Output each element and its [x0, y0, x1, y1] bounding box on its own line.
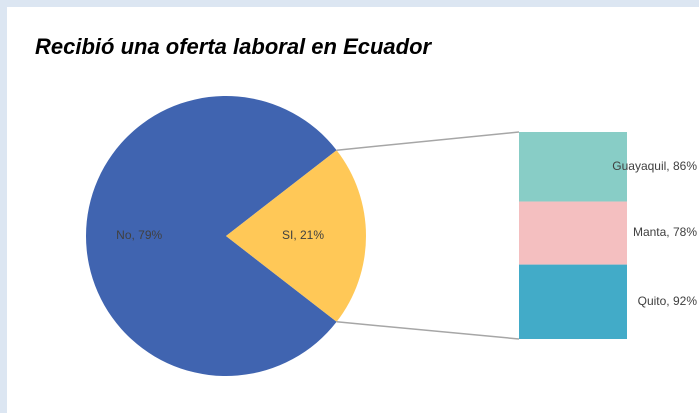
data-label: No, 79% [116, 228, 162, 242]
connector [336, 131, 520, 151]
data-label: Quito, 92% [638, 294, 698, 308]
data-label: Guayaquil, 86% [612, 159, 697, 173]
pie-slice [226, 150, 366, 322]
chart-title: Recibió una oferta laboral en Ecuador [35, 34, 433, 59]
data-label: SI, 21% [282, 228, 324, 242]
bar-segment [519, 201, 627, 265]
connector [336, 321, 520, 340]
pie-slice [85, 95, 337, 376]
bar-segment [519, 132, 627, 202]
data-label: Manta, 78% [633, 225, 697, 239]
bar-segment [519, 264, 627, 339]
